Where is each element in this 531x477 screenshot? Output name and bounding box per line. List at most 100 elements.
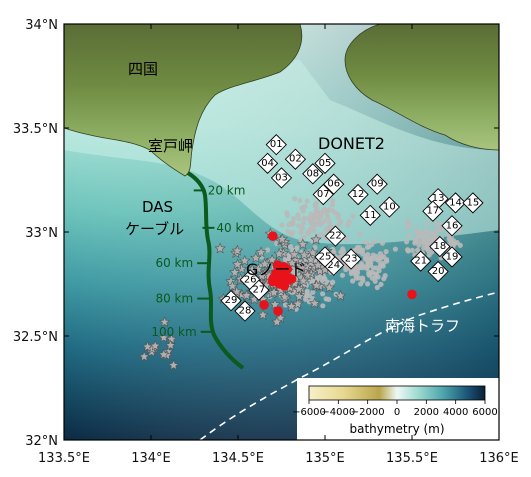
station-label: 11 [364, 210, 377, 221]
event-dot [323, 296, 329, 302]
event-dot [282, 302, 288, 308]
station-29: 29 [220, 290, 242, 312]
event-dot [375, 274, 381, 280]
event-star [276, 233, 288, 245]
event-star [323, 281, 335, 293]
station-label: 05 [319, 158, 332, 169]
event-dot [286, 252, 292, 258]
event-dot [374, 284, 380, 291]
event-dot [264, 247, 271, 253]
event-dot [354, 245, 360, 251]
station-20: 20 [427, 260, 449, 283]
event-star [250, 252, 262, 263]
event-dot [306, 230, 312, 236]
event-star [159, 316, 171, 327]
event-dot [457, 242, 463, 248]
km-label: 100 km [151, 325, 196, 339]
event-dot [295, 212, 301, 218]
event-star [231, 244, 244, 256]
event-dot [353, 275, 360, 281]
event-star [273, 247, 285, 259]
event-dot [296, 216, 302, 222]
event-star [293, 290, 305, 302]
event-dot [404, 239, 410, 245]
event-dot [320, 303, 326, 309]
station-label: 23 [345, 254, 358, 265]
event-star [229, 266, 241, 278]
bathymetry-legend: −6000−4000−2000 0 2000 4000 6000 bathymetry … [292, 378, 499, 440]
legend-tick-label: 4000 [443, 407, 468, 418]
station-marker [359, 204, 381, 226]
station-marker [441, 215, 463, 237]
x-tick-label: 133.5°E [38, 451, 90, 466]
event-star [158, 348, 170, 360]
event-star [138, 350, 150, 362]
station-07: 07 [312, 183, 334, 206]
event-dot [311, 214, 317, 220]
station-marker [462, 192, 484, 214]
event-dot [450, 241, 456, 247]
event-dot [348, 270, 354, 277]
label-shikoku: 四国 [128, 60, 158, 78]
station-label: 04 [261, 158, 274, 169]
station-marker [248, 279, 270, 301]
label-g-node: Gノード [246, 260, 306, 279]
event-star [293, 283, 305, 295]
event-star [271, 316, 283, 327]
red-event [273, 306, 283, 316]
event-dot [330, 246, 336, 253]
station-label: 14 [449, 197, 462, 208]
station-17: 17 [422, 200, 444, 222]
event-dot [326, 219, 332, 225]
station-01: 01 [265, 134, 287, 156]
legend-title: bathymetry (m) [349, 422, 444, 436]
station-label: 22 [329, 231, 342, 242]
event-dot [301, 215, 307, 221]
station-label: 20 [432, 266, 445, 277]
station-label: 25 [319, 251, 332, 262]
event-dot [382, 273, 388, 279]
event-dot [365, 251, 371, 258]
station-05: 05 [314, 152, 336, 174]
legend-tick-label: 6000 [472, 407, 497, 418]
station-label: 02 [289, 154, 302, 165]
x-tick-label: 134.5°E [212, 451, 264, 466]
station-11: 11 [359, 204, 381, 226]
red-event [283, 274, 294, 285]
event-dot [320, 291, 326, 297]
station-marker [265, 134, 287, 156]
event-dot [311, 228, 317, 234]
legend-colorbar [308, 385, 486, 401]
station-label: 03 [275, 172, 288, 183]
event-star [256, 270, 268, 281]
station-15: 15 [462, 192, 484, 214]
event-dot [425, 247, 431, 253]
event-dot [369, 275, 375, 281]
station-label: 24 [327, 260, 340, 271]
event-dot [304, 289, 310, 295]
event-dot [299, 225, 305, 231]
station-marker [284, 148, 307, 170]
station-label: 29 [225, 295, 238, 306]
event-dot [310, 289, 316, 295]
kii-land [344, 24, 499, 151]
event-dot [358, 263, 364, 269]
event-dot [360, 275, 366, 281]
station-08: 08 [302, 163, 324, 185]
event-dot [310, 219, 316, 226]
event-star [240, 289, 253, 301]
shikoku-land [64, 24, 303, 177]
event-dot [285, 229, 291, 235]
event-star [231, 258, 244, 270]
station-04: 04 [256, 152, 279, 174]
event-star [259, 258, 271, 269]
legend-tick-label: 2000 [414, 407, 439, 418]
station-label: 06 [327, 179, 340, 190]
station-marker [340, 248, 362, 270]
cable-distance-marks: 20 km 40 km 60 km 80 km 100 km [151, 183, 254, 338]
station-label: 09 [371, 179, 384, 190]
x-tick-label: 135°E [305, 451, 345, 466]
event-dot [406, 222, 412, 228]
station-label: 19 [446, 251, 459, 262]
